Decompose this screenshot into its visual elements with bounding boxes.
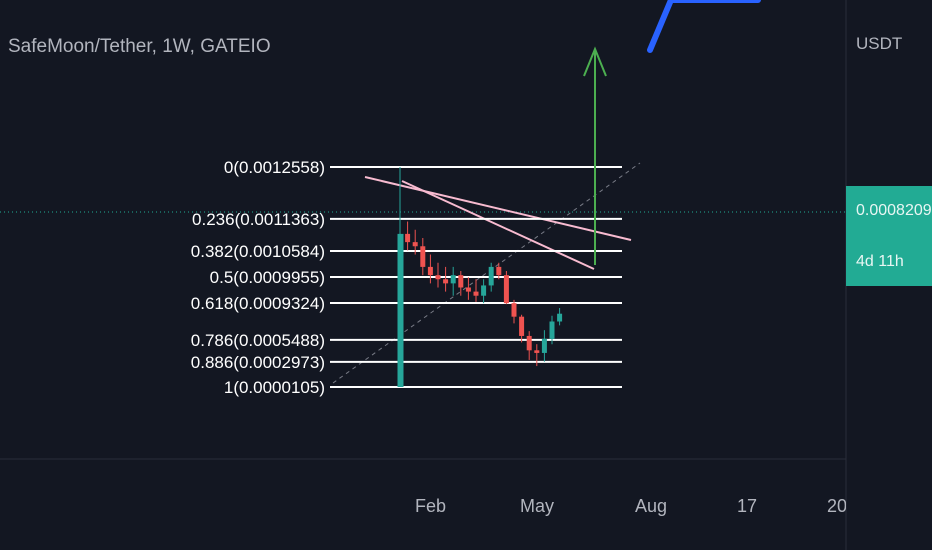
candle-body <box>473 291 479 296</box>
trend-dashed-line <box>332 162 641 384</box>
candle-body <box>435 275 441 280</box>
candle-body <box>534 350 540 353</box>
fib-level-label: 1(0.0000105) <box>224 378 325 397</box>
last-price-value: 0.0008209 <box>856 202 932 219</box>
candle-body <box>450 275 456 284</box>
fib-level-label: 0.786(0.0005488) <box>191 331 325 350</box>
candle-body <box>397 233 404 387</box>
time-axis-label-202x: 202 <box>827 496 846 516</box>
candle-body <box>465 287 471 292</box>
candle-body <box>420 246 426 267</box>
candle-body <box>511 303 517 317</box>
candle-body <box>557 313 563 322</box>
candle-body <box>458 275 464 288</box>
fib-level-label: 0(0.0012558) <box>224 158 325 177</box>
fib-level-label: 0.382(0.0010584) <box>191 242 325 261</box>
fib-level-label: 0.886(0.0002973) <box>191 353 325 372</box>
candle-body <box>519 316 525 336</box>
bar-countdown: 4d 11h <box>856 253 904 270</box>
channel-lower-line[interactable] <box>401 180 595 270</box>
time-axis-label-may: May <box>520 496 555 516</box>
last-price-tag: 0.0008209 4d 11h <box>846 186 932 286</box>
blue-drawing-stroke <box>647 0 761 53</box>
channel-upper-line[interactable] <box>364 176 632 241</box>
price-axis-currency[interactable]: USDT <box>856 34 903 53</box>
target-arrow-head <box>583 46 607 77</box>
fib-levels-group[interactable]: 0(0.0012558) 0.236(0.0011363) 0.382(0.0010… <box>191 158 622 397</box>
candle-body <box>405 233 411 243</box>
target-arrow[interactable] <box>583 46 607 265</box>
candle-body <box>443 279 449 284</box>
fib-level-label: 0.236(0.0011363) <box>192 210 325 229</box>
fib-level-label: 0.618(0.0009324) <box>191 294 325 313</box>
candle-body <box>412 242 418 247</box>
candle-body <box>427 266 433 276</box>
fib-level-label: 0.5(0.0009955) <box>210 268 325 287</box>
blue-drawing[interactable] <box>647 0 761 53</box>
candle-body <box>488 266 494 286</box>
candle-body <box>526 335 532 351</box>
candle-body <box>496 266 502 276</box>
candle-body <box>503 275 509 304</box>
candle-body <box>541 338 547 353</box>
time-axis-label-aug: Aug <box>635 496 668 516</box>
candle-body <box>481 285 487 296</box>
candle-body <box>549 321 555 339</box>
time-axis-label-feb: Feb <box>415 496 447 516</box>
candles-group <box>397 167 563 387</box>
symbol-title[interactable]: SafeMoon/Tether, 1W, GATEIO <box>8 36 271 57</box>
time-axis-label-17: 17 <box>737 496 758 516</box>
